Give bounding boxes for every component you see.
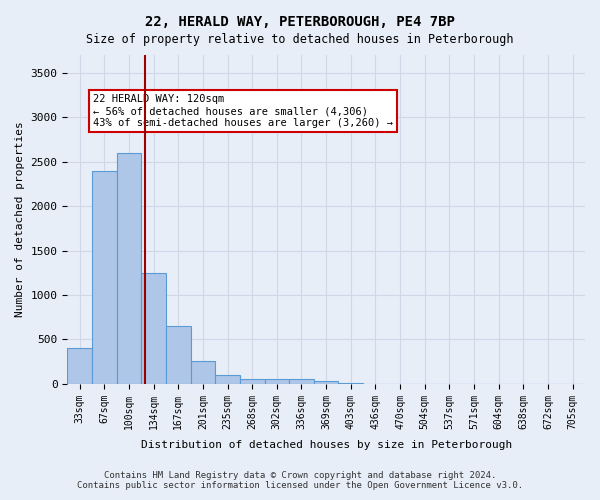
Text: 22 HERALD WAY: 120sqm
← 56% of detached houses are smaller (4,306)
43% of semi-d: 22 HERALD WAY: 120sqm ← 56% of detached … [93,94,393,128]
Text: 22, HERALD WAY, PETERBOROUGH, PE4 7BP: 22, HERALD WAY, PETERBOROUGH, PE4 7BP [145,15,455,29]
Bar [141,273,166,384]
Bar [67,348,92,384]
Bar [166,326,191,384]
Bar [215,375,240,384]
Bar [289,380,314,384]
Y-axis label: Number of detached properties: Number of detached properties [15,122,25,318]
Bar [116,153,141,384]
Bar [92,170,116,384]
X-axis label: Distribution of detached houses by size in Peterborough: Distribution of detached houses by size … [140,440,512,450]
Bar [240,378,265,384]
Text: Size of property relative to detached houses in Peterborough: Size of property relative to detached ho… [86,32,514,46]
Text: Contains HM Land Registry data © Crown copyright and database right 2024.
Contai: Contains HM Land Registry data © Crown c… [77,470,523,490]
Bar [191,361,215,384]
Bar [265,378,289,384]
Bar [314,381,338,384]
